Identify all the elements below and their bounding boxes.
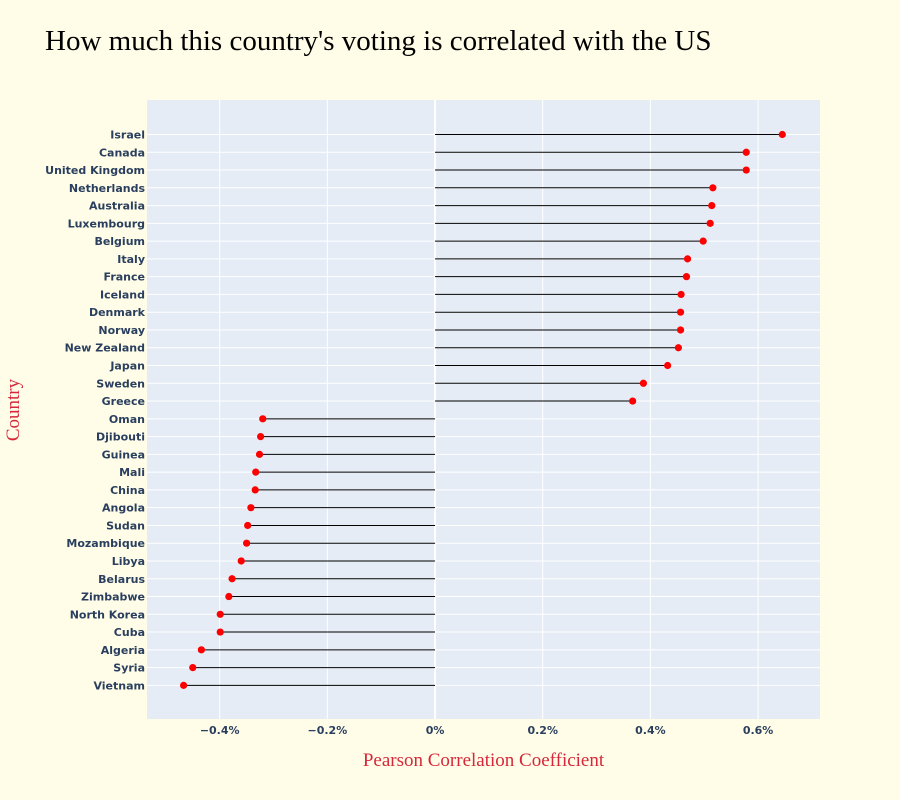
y-tick-label: United Kingdom xyxy=(45,164,145,177)
y-tick-label: Cuba xyxy=(114,626,145,639)
lollipop-point xyxy=(674,344,683,352)
lollipop-point xyxy=(243,539,251,547)
lollipop-point xyxy=(247,504,255,512)
lollipop-point xyxy=(251,486,259,494)
y-tick-label: China xyxy=(110,484,145,497)
lollipop-point xyxy=(189,664,197,672)
lollipop-point xyxy=(742,166,750,174)
y-tick-label: Mozambique xyxy=(66,537,145,550)
y-tick-label: Norway xyxy=(98,324,145,337)
plot-area xyxy=(147,100,820,719)
lollipop-point xyxy=(676,308,685,316)
lollipop-point xyxy=(228,575,236,583)
y-tick-label: Libya xyxy=(112,555,145,568)
y-tick-label: Zimbabwe xyxy=(81,591,145,604)
y-tick-label: France xyxy=(104,271,145,284)
y-tick-label: Greece xyxy=(102,395,145,408)
x-tick-label: 0.4% xyxy=(635,724,666,737)
lollipop-point xyxy=(677,290,685,299)
y-tick-label: North Korea xyxy=(70,608,145,621)
y-axis-ticks: Israel Canada United Kingdom Netherlands Aus… xyxy=(45,129,146,693)
lollipop-point xyxy=(197,646,205,654)
y-tick-label: Belgium xyxy=(94,235,145,248)
y-tick-label: Belarus xyxy=(98,573,145,586)
y-tick-label: Netherlands xyxy=(69,182,146,195)
y-tick-label: Israel xyxy=(110,129,145,142)
x-axis-title: Pearson Correlation Coefficient xyxy=(363,750,605,771)
y-tick-label: Sweden xyxy=(96,377,145,390)
lollipop-point xyxy=(639,379,648,387)
y-tick-label: Algeria xyxy=(101,644,145,657)
y-axis-title: Country xyxy=(3,378,24,441)
y-tick-label: Angola xyxy=(102,502,145,515)
lollipop-point xyxy=(216,628,224,636)
lollipop-point xyxy=(676,326,685,334)
y-tick-label: Japan xyxy=(109,360,145,373)
lollipop-point xyxy=(259,415,267,423)
y-tick-label: Vietnam xyxy=(93,679,145,692)
x-tick-label: 0.2% xyxy=(527,724,558,737)
chart-title: How much this country's voting is correl… xyxy=(45,25,712,57)
lollipop-point xyxy=(706,219,714,227)
lollipop-point xyxy=(255,450,264,458)
lollipop-marks xyxy=(180,130,786,689)
lollipop-point xyxy=(699,237,707,245)
y-tick-label: New Zealand xyxy=(65,342,145,355)
y-tick-label: Italy xyxy=(117,253,145,266)
y-tick-label: Djibouti xyxy=(96,431,145,444)
lollipop-point xyxy=(257,432,265,441)
y-tick-label: Guinea xyxy=(102,448,145,461)
x-tick-label: 0% xyxy=(426,724,445,737)
y-tick-label: Mali xyxy=(119,466,145,479)
lollipop-point xyxy=(244,521,252,530)
y-tick-label: Sudan xyxy=(106,519,145,532)
x-tick-label: 0.6% xyxy=(743,724,774,737)
lollipop-point xyxy=(709,184,717,192)
lollipop-point xyxy=(237,557,245,565)
lollipop-point xyxy=(180,681,188,689)
y-tick-label: Denmark xyxy=(89,306,146,319)
y-tick-label: Canada xyxy=(99,146,145,159)
lollipop-point xyxy=(742,148,750,156)
lollipop-point xyxy=(778,130,786,139)
x-axis-ticks: −0.4% −0.2% 0% 0.2% 0.4% 0.6% xyxy=(200,724,774,737)
y-tick-label: Oman xyxy=(109,413,145,426)
lollipop-point xyxy=(225,592,233,601)
y-tick-label: Iceland xyxy=(100,288,145,301)
x-tick-label: −0.2% xyxy=(307,724,347,737)
lollipop-point xyxy=(664,361,672,370)
y-tick-label: Syria xyxy=(113,662,145,675)
lollipop-point xyxy=(216,610,224,618)
x-tick-label: −0.4% xyxy=(200,724,240,737)
lollipop-point xyxy=(629,397,637,405)
lollipop-point xyxy=(682,273,691,281)
y-tick-label: Luxembourg xyxy=(68,217,145,230)
lollipop-point xyxy=(683,255,692,263)
lollipop-point xyxy=(708,201,716,210)
lollipop-point xyxy=(252,468,260,476)
y-tick-label: Australia xyxy=(89,200,145,213)
